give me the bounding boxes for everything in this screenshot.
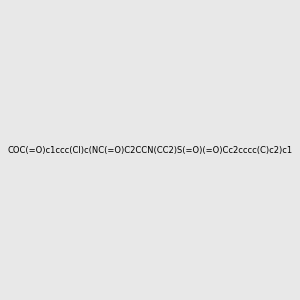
Text: COC(=O)c1ccc(Cl)c(NC(=O)C2CCN(CC2)S(=O)(=O)Cc2cccc(C)c2)c1: COC(=O)c1ccc(Cl)c(NC(=O)C2CCN(CC2)S(=O)(… [8, 146, 292, 154]
